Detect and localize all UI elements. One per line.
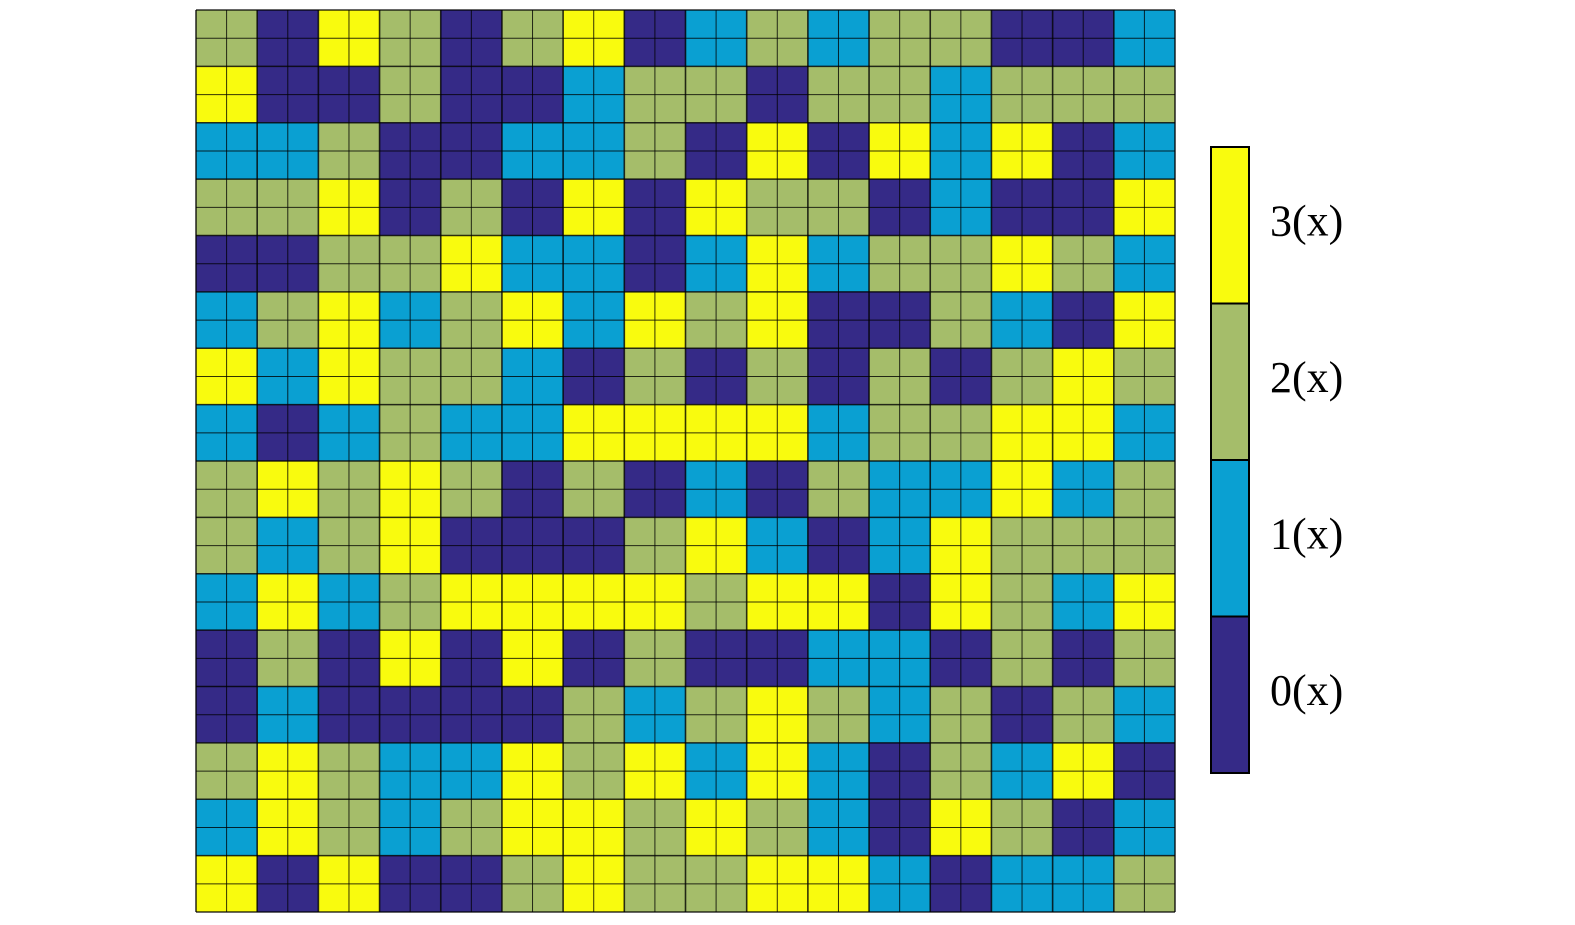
colorbar-segment bbox=[1210, 146, 1250, 305]
colorbar-label: 3(x) bbox=[1270, 196, 1343, 245]
colorbar-segment bbox=[1210, 615, 1250, 774]
colorbar-segment bbox=[1210, 459, 1250, 618]
colorbar-label: 1(x) bbox=[1270, 509, 1343, 558]
colorbar-label: 0(x) bbox=[1270, 666, 1343, 715]
colorbar-segment bbox=[1210, 302, 1250, 461]
colorbar-label: 2(x) bbox=[1270, 353, 1343, 402]
